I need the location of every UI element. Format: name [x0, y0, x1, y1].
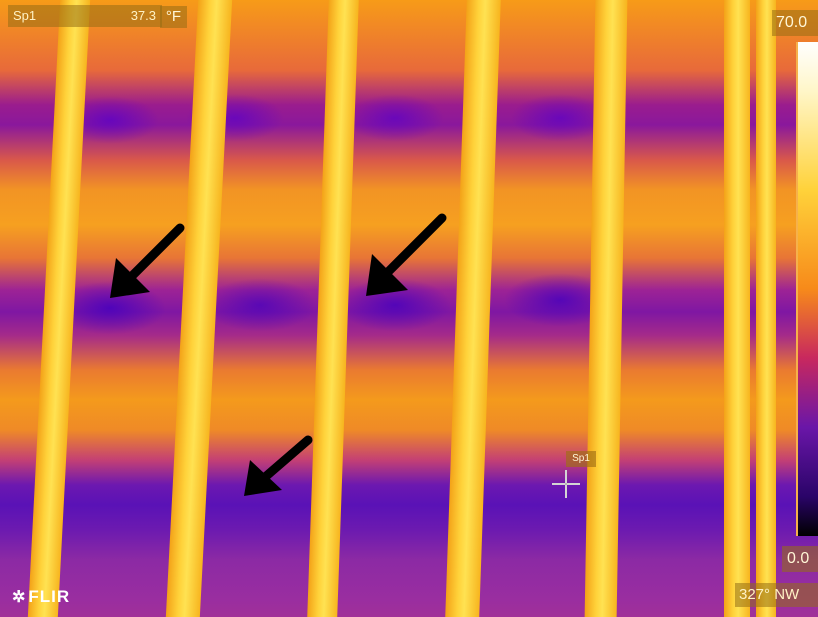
temperature-unit: °F: [160, 6, 187, 28]
flir-logo-icon: ✲: [12, 589, 27, 606]
crosshair-icon: [552, 470, 580, 498]
compass-heading: 327° NW: [735, 583, 818, 607]
scale-min-value: 0.0: [782, 546, 818, 572]
spot-marker-label: Sp1: [566, 451, 596, 467]
logo-text: FLIR: [28, 587, 71, 606]
stud-rail: [756, 0, 776, 617]
flir-logo: ✲ FLIR: [12, 586, 70, 609]
scale-max-value: 70.0: [772, 10, 818, 36]
arrow-icon: [110, 223, 185, 298]
spot-temperature-value: 37.3: [130, 8, 156, 23]
spot-readout: Sp1 37.3: [8, 5, 162, 27]
stud-rail: [724, 0, 750, 617]
spot-label: Sp1: [13, 8, 37, 23]
arrow-icon: [244, 435, 313, 496]
arrow-icon: [366, 213, 447, 296]
temperature-color-scale: [796, 42, 818, 536]
